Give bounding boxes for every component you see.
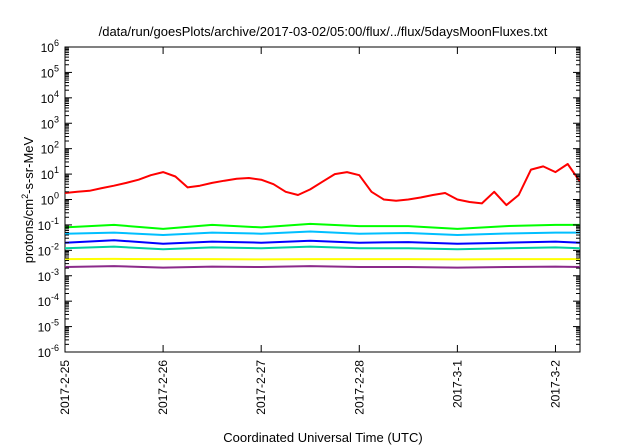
x-tick-label: 2017-2-27 — [254, 360, 268, 415]
y-tick-label: 10-6 — [38, 343, 59, 360]
y-tick-label: 10-3 — [38, 267, 59, 284]
plot-area — [64, 46, 581, 353]
y-tick-label: 104 — [41, 89, 59, 106]
x-tick-label: 2017-3-1 — [450, 360, 464, 408]
y-tick-label: 106 — [41, 38, 59, 55]
x-axis-label: Coordinated Universal Time (UTC) — [223, 430, 422, 445]
y-tick-label: 100 — [41, 191, 59, 208]
y-tick-label: 10-1 — [38, 216, 59, 233]
series-line-3 — [65, 239, 580, 245]
y-tick-label: 10-4 — [38, 292, 59, 309]
x-tick-label: 2017-2-25 — [58, 360, 72, 415]
y-tick-label: 10-5 — [38, 318, 59, 335]
chart-title: /data/run/goesPlots/archive/2017-03-02/0… — [99, 24, 548, 39]
series-group — [65, 163, 580, 269]
x-tick-label: 2017-3-2 — [548, 360, 562, 408]
x-tick-label: 2017-2-28 — [352, 360, 366, 415]
series-line-5 — [65, 257, 580, 261]
y-tick-label: 102 — [41, 140, 59, 157]
y-tick-label: 105 — [41, 63, 59, 80]
series-line-0 — [65, 163, 580, 207]
x-axis: 2017-2-25 2017-2-26 2017-2-27 2017-2-28 2017… — [58, 47, 562, 415]
y-tick-label: 10-2 — [38, 241, 59, 258]
series-line-1 — [65, 222, 580, 230]
series-line-4 — [65, 245, 580, 251]
plot-frame — [64, 46, 581, 353]
y-axis-label: protons/cm2-s-sr-MeV — [20, 136, 36, 263]
x-tick-label: 2017-2-26 — [156, 360, 170, 415]
series-line-2 — [65, 230, 580, 236]
y-tick-label: 101 — [41, 165, 59, 182]
y-tick-label: 103 — [41, 114, 59, 131]
series-line-6 — [65, 265, 580, 269]
y-axis: 10-6 10-5 10-4 10-3 10-2 10-1 100 101 102 103 104 1… — [38, 38, 580, 360]
